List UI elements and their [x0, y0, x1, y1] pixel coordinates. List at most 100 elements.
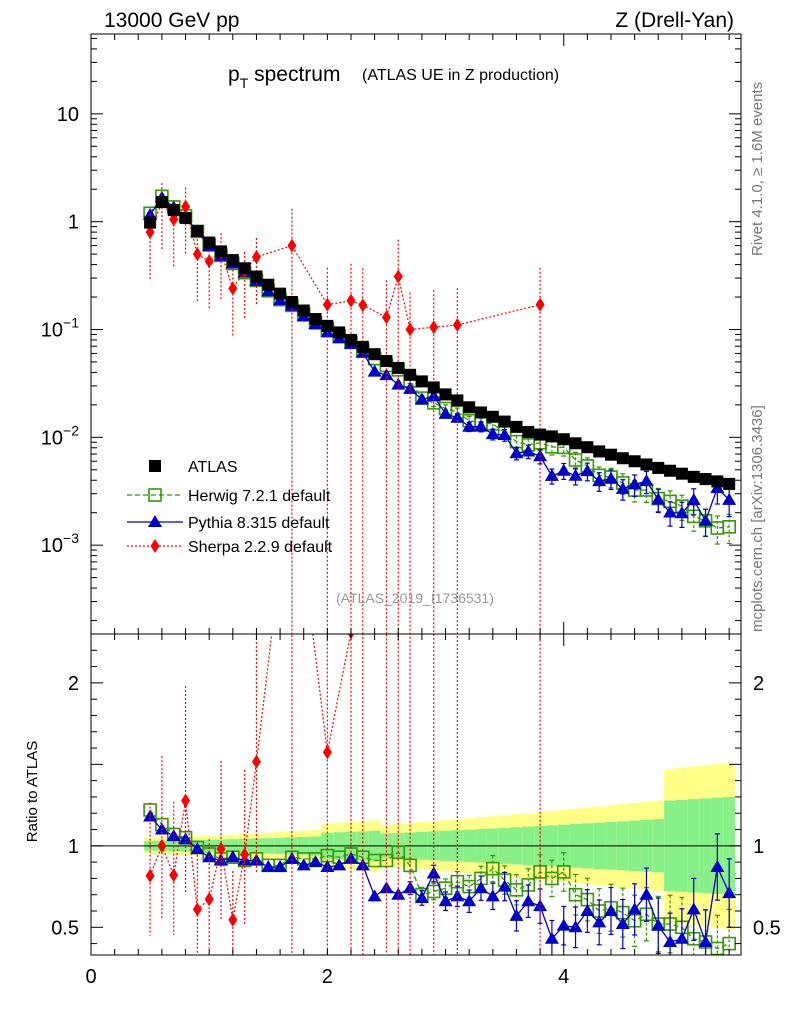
- sherpa-ratio-point: [240, 847, 250, 862]
- pythia-ratio-point: [497, 879, 512, 892]
- atlas-point: [262, 278, 275, 291]
- atlas-point: [415, 375, 428, 388]
- pythia-ratio-point: [296, 858, 311, 871]
- pythia-point: [403, 381, 418, 394]
- atlas-point: [510, 420, 523, 433]
- legend-atlas-marker: [149, 460, 161, 472]
- pythia-ratio-point: [639, 887, 654, 900]
- header-right: Z (Drell-Yan): [615, 9, 734, 32]
- pythia-ratio-point: [403, 881, 418, 894]
- atlas-point: [309, 313, 322, 326]
- atlas-point: [285, 295, 298, 308]
- pythia-ratio-point: [568, 920, 583, 933]
- pythia-point: [615, 481, 630, 494]
- pythia-ratio-point: [414, 890, 429, 903]
- atlas-point: [167, 204, 180, 217]
- sherpa-point: [251, 250, 261, 265]
- atlas-point: [640, 458, 653, 471]
- atlas-point: [392, 361, 405, 374]
- ratio-plot-area: [91, 634, 741, 955]
- sherpa-point: [381, 310, 391, 325]
- pythia-point: [462, 419, 477, 432]
- pythia-ratio-point: [426, 866, 441, 879]
- atlas-point: [297, 304, 310, 317]
- atlas-point: [179, 212, 192, 225]
- atlas-point: [274, 287, 287, 300]
- sherpa-ratio-point: [157, 838, 167, 853]
- ratio-tick-label-left: 2: [68, 673, 79, 695]
- pythia-point: [556, 463, 571, 476]
- ratio-tick-label-right: 0.5: [753, 917, 781, 939]
- atlas-point: [593, 445, 606, 458]
- pythia-ratio-point: [462, 894, 477, 907]
- sherpa-point: [228, 281, 238, 296]
- pythia-ratio-point: [580, 904, 595, 917]
- sherpa-ratio-point: [145, 868, 155, 883]
- pythia-ratio-point: [651, 918, 666, 931]
- pythia-ratio-point: [355, 858, 370, 871]
- pythia-ratio-point: [686, 902, 701, 915]
- pythia-point: [414, 392, 429, 405]
- atlas-point: [191, 224, 204, 237]
- pythia-point: [367, 364, 382, 377]
- pythia-point: [521, 444, 536, 457]
- ratio-tick-label-left: 0.5: [51, 917, 79, 939]
- pythia-point: [674, 506, 689, 519]
- atlas-point: [203, 236, 216, 249]
- atlas-point: [652, 461, 665, 474]
- atlas-point: [463, 401, 476, 414]
- pythia-ratio-point: [474, 881, 488, 894]
- atlas-point: [238, 262, 251, 275]
- atlas-point: [557, 433, 570, 446]
- legend-herwig-label: Herwig 7.2.1 default: [188, 488, 331, 505]
- sherpa-ratio-point: [216, 841, 226, 856]
- x-tick-label: 0: [85, 966, 96, 988]
- pythia-point: [651, 492, 666, 505]
- sherpa-point: [145, 225, 155, 240]
- atlas-point: [616, 452, 629, 465]
- y-tick-label: 1: [68, 212, 79, 234]
- pythia-ratio-point: [615, 917, 630, 930]
- atlas-point: [380, 355, 393, 368]
- atlas-point: [451, 394, 464, 407]
- pythia-ratio-point: [391, 887, 406, 900]
- legend-herwig-marker: [148, 488, 162, 502]
- pythia-ratio-point: [627, 902, 642, 915]
- atlas-point: [404, 368, 417, 381]
- pythia-ratio-point: [521, 894, 536, 907]
- y-tick-label: 10−1: [41, 314, 79, 341]
- pythia-ratio-point: [344, 851, 358, 864]
- atlas-point: [215, 245, 227, 258]
- sherpa-point: [405, 322, 415, 337]
- sherpa-ratio-point: [251, 754, 261, 769]
- legend: ATLAS Herwig 7.2.1 default Pythia 8.315 de…: [127, 459, 333, 556]
- sherpa-ratio-line: [149, 634, 352, 920]
- pythia-point: [592, 474, 607, 487]
- pythia-point: [663, 505, 678, 518]
- sherpa-point: [358, 298, 368, 313]
- ratio-tick-label-right: 2: [753, 673, 764, 695]
- atlas-point: [699, 473, 712, 486]
- atlas-point: [522, 426, 535, 439]
- main-plot-area: [143, 183, 737, 634]
- pythia-ratio-point: [308, 855, 323, 868]
- pythia-point: [686, 492, 701, 505]
- pythia-ratio-point: [190, 842, 205, 855]
- x-tick-label: 2: [322, 966, 333, 988]
- atlas-point: [675, 467, 688, 480]
- atlas-point: [345, 333, 357, 346]
- chart-subtitle: (ATLAS UE in Z production): [362, 67, 559, 84]
- chart-title: pT spectrum: [228, 63, 340, 91]
- pythia-point: [722, 492, 737, 505]
- pythia-point: [698, 513, 713, 526]
- y-tick-label: 10−3: [41, 530, 79, 557]
- sherpa-ratio-point: [204, 892, 214, 907]
- pythia-ratio-point: [509, 908, 524, 921]
- legend-pythia-label: Pythia 8.315 default: [188, 515, 330, 532]
- pythia-ratio-point: [367, 889, 382, 902]
- pythia-ratio-point: [663, 934, 678, 947]
- pythia-point: [580, 464, 595, 477]
- herwig-ratio-point: [403, 858, 417, 873]
- sherpa-point: [535, 297, 545, 312]
